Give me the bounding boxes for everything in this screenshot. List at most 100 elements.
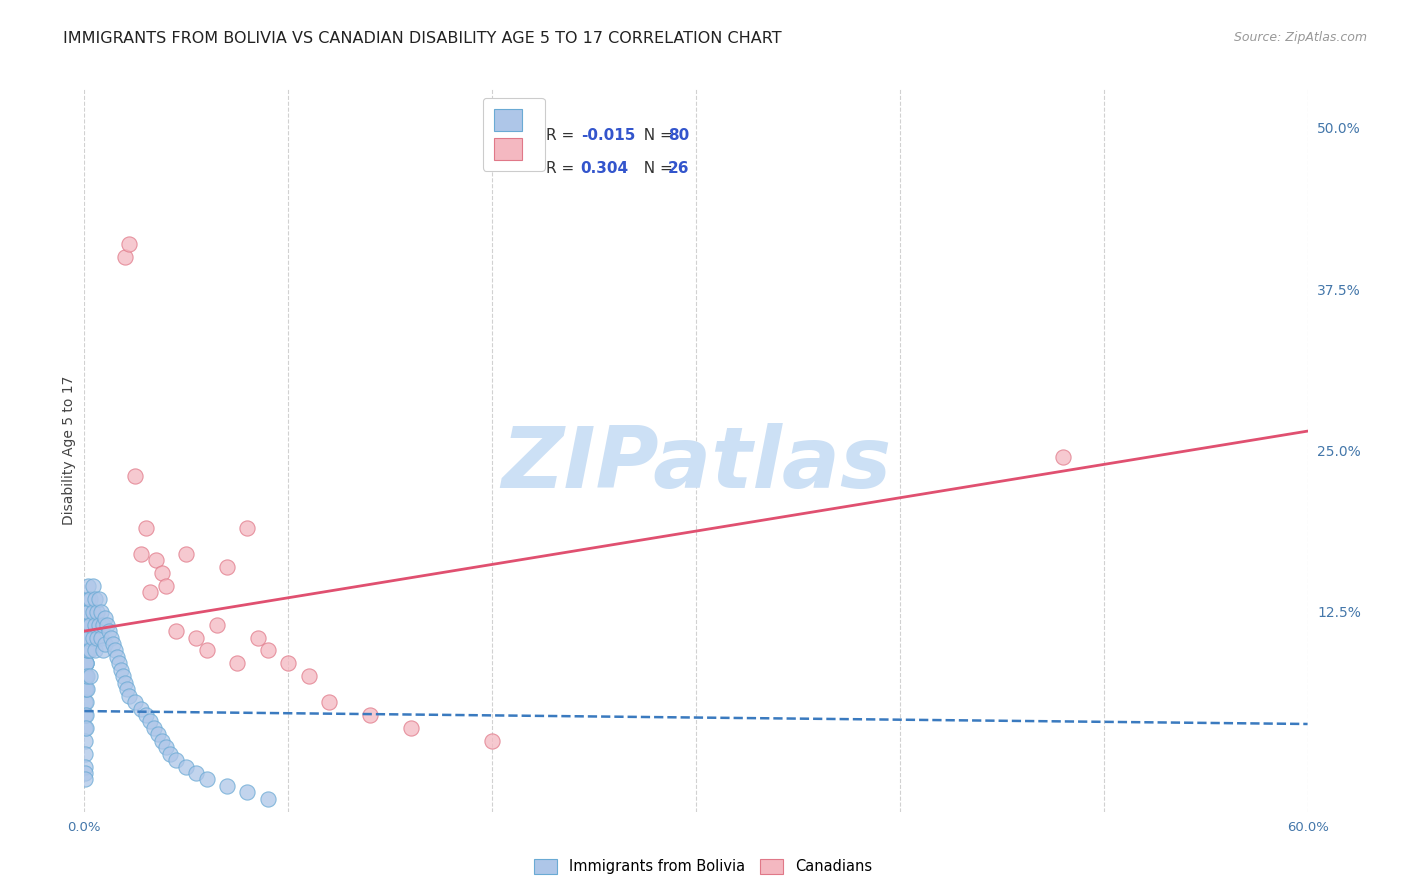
Point <box>257 792 280 806</box>
Point <box>75 682 97 697</box>
Point <box>165 753 187 767</box>
Point <box>195 772 218 787</box>
Point <box>236 785 259 799</box>
Text: 26: 26 <box>668 161 689 177</box>
Point <box>75 708 97 723</box>
Text: N =: N = <box>634 161 678 177</box>
Point <box>1052 450 1074 464</box>
Text: -0.015: -0.015 <box>581 128 636 143</box>
Text: N =: N = <box>634 128 678 143</box>
Point <box>186 766 208 780</box>
Point <box>277 657 299 671</box>
Point <box>359 708 381 723</box>
Point <box>76 682 98 697</box>
Point <box>90 631 112 645</box>
Point <box>76 669 98 683</box>
Point <box>145 553 167 567</box>
Point <box>174 759 197 773</box>
Point <box>75 721 97 735</box>
Point <box>135 521 157 535</box>
Point <box>257 643 280 657</box>
Point <box>246 631 269 645</box>
Point <box>159 747 181 761</box>
Point <box>174 547 197 561</box>
Point <box>75 657 97 671</box>
Point <box>142 721 165 735</box>
Point <box>91 643 114 657</box>
Point <box>83 617 105 632</box>
Point <box>75 721 97 735</box>
Point <box>217 559 239 574</box>
Point <box>186 631 208 645</box>
Point <box>79 669 101 683</box>
Point <box>77 605 100 619</box>
Point <box>195 643 218 657</box>
Point <box>75 695 97 709</box>
Text: Source: ZipAtlas.com: Source: ZipAtlas.com <box>1233 31 1367 45</box>
Point <box>75 747 97 761</box>
Text: IMMIGRANTS FROM BOLIVIA VS CANADIAN DISABILITY AGE 5 TO 17 CORRELATION CHART: IMMIGRANTS FROM BOLIVIA VS CANADIAN DISA… <box>63 31 782 46</box>
Point <box>138 714 160 729</box>
Point <box>77 591 100 606</box>
Text: ZIPatlas: ZIPatlas <box>501 424 891 507</box>
Point <box>75 695 97 709</box>
Point <box>77 643 100 657</box>
Point <box>100 631 122 645</box>
Point <box>105 649 128 664</box>
Point <box>76 631 98 645</box>
Point <box>75 759 97 773</box>
Point <box>77 631 100 645</box>
Point <box>91 617 114 632</box>
Point <box>75 631 97 645</box>
Point <box>76 605 98 619</box>
Point <box>83 643 105 657</box>
Point <box>155 740 177 755</box>
Point <box>115 682 138 697</box>
Point <box>146 727 169 741</box>
Point <box>101 637 124 651</box>
Text: R =: R = <box>546 161 579 177</box>
Point <box>131 701 153 715</box>
Point <box>86 631 108 645</box>
Point <box>124 695 146 709</box>
Point <box>110 663 132 677</box>
Point <box>114 250 136 264</box>
Point <box>138 585 160 599</box>
Point <box>77 617 100 632</box>
Text: R =: R = <box>546 128 579 143</box>
Point <box>83 591 105 606</box>
Point <box>75 772 97 787</box>
Legend: , : , <box>484 98 544 170</box>
Point <box>75 669 97 683</box>
Point <box>79 617 101 632</box>
Point <box>155 579 177 593</box>
Point <box>236 521 259 535</box>
Point <box>75 643 97 657</box>
Point <box>399 721 422 735</box>
Point <box>75 657 97 671</box>
Point <box>165 624 187 639</box>
Text: 0.304: 0.304 <box>581 161 628 177</box>
Point <box>82 631 104 645</box>
Point <box>75 733 97 747</box>
Point <box>82 579 104 593</box>
Point <box>112 669 135 683</box>
Point <box>76 617 98 632</box>
Point <box>226 657 249 671</box>
Point <box>79 591 101 606</box>
Point <box>217 779 239 793</box>
Point <box>131 547 153 561</box>
Y-axis label: Disability Age 5 to 17: Disability Age 5 to 17 <box>62 376 76 525</box>
Point <box>124 469 146 483</box>
Point <box>298 669 321 683</box>
Legend: Immigrants from Bolivia, Canadians: Immigrants from Bolivia, Canadians <box>529 853 877 880</box>
Point <box>76 643 98 657</box>
Point <box>104 643 127 657</box>
Point <box>77 579 100 593</box>
Point <box>93 637 115 651</box>
Point <box>118 689 141 703</box>
Text: 80: 80 <box>668 128 689 143</box>
Point <box>150 733 173 747</box>
Point <box>75 682 97 697</box>
Point <box>75 669 97 683</box>
